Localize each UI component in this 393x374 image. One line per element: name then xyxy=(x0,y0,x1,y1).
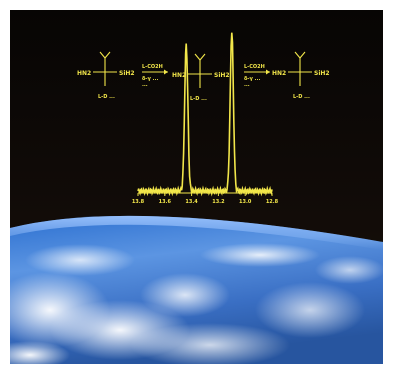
spectrum-tick-label: 13.8 xyxy=(132,199,145,205)
spectrum-tick-label: 13.4 xyxy=(185,199,198,205)
spectrum-trace xyxy=(137,32,273,197)
arrow-right: L-CO2H δ-γ ... ... xyxy=(244,64,270,88)
spectrum-tick-label: 13.6 xyxy=(159,199,172,205)
molecule-right-substituent-right: SiH2 xyxy=(314,70,330,77)
molecule-middle-caption: L-D ... xyxy=(190,96,207,102)
arrow-right-top-label: L-CO2H xyxy=(244,64,265,70)
molecule-left-substituent-left: HN2 xyxy=(77,70,91,77)
arrow-left-bottom-label-2: ... xyxy=(142,82,148,88)
molecule-middle-substituent-left: HN2 xyxy=(172,72,186,79)
molecule-middle-substituent-right: SiH2 xyxy=(214,72,230,79)
arrow-left-bottom-label-1: δ-γ ... xyxy=(142,76,158,82)
cover-image: 13.8 13.6 13.4 13.2 13.0 12.8 HN2 SiH2 L-D ..… xyxy=(10,10,383,364)
arrow-left-top-label: L-CO2H xyxy=(142,64,163,70)
molecule-left-caption: L-D ... xyxy=(98,94,115,100)
molecule-left: HN2 SiH2 L-D ... xyxy=(77,51,135,100)
earth xyxy=(10,215,383,364)
molecule-right: HN2 SiH2 L-D ... xyxy=(272,51,330,100)
spectrum-tick-label: 12.8 xyxy=(266,199,279,205)
arrow-right-bottom-label-1: δ-γ ... xyxy=(244,76,260,82)
arrow-left: L-CO2H δ-γ ... ... xyxy=(142,64,168,88)
molecule-left-substituent-right: SiH2 xyxy=(119,70,135,77)
molecule-right-substituent-left: HN2 xyxy=(272,70,286,77)
nmr-spectrum: 13.8 13.6 13.4 13.2 13.0 12.8 xyxy=(132,32,279,205)
molecule-right-caption: L-D ... xyxy=(293,94,310,100)
molecule-middle: HN2 SiH2 L-D ... xyxy=(172,53,230,102)
spectrum-ticks: 13.8 13.6 13.4 13.2 13.0 12.8 xyxy=(132,193,279,205)
scene: 13.8 13.6 13.4 13.2 13.0 12.8 HN2 SiH2 L-D ..… xyxy=(10,10,383,364)
arrow-right-bottom-label-2: ... xyxy=(244,82,250,88)
spectrum-tick-label: 13.2 xyxy=(212,199,225,205)
spectrum-tick-label: 13.0 xyxy=(239,199,252,205)
